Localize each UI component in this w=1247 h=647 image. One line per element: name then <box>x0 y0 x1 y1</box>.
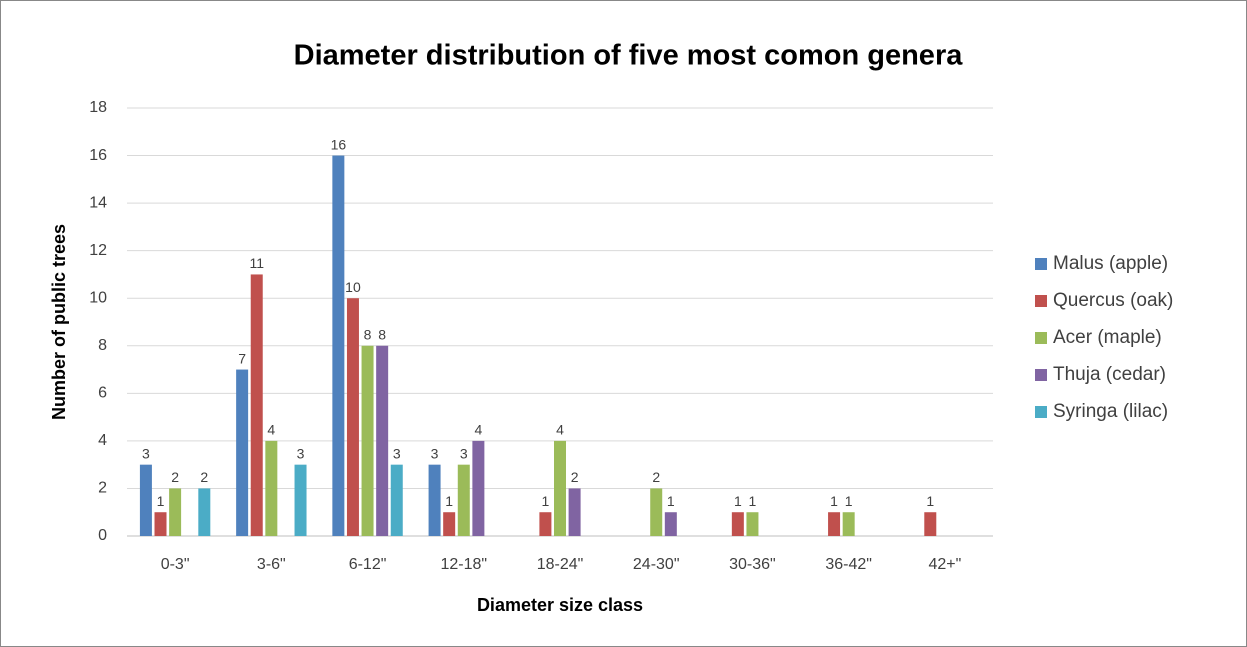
data-label: 1 <box>157 493 165 509</box>
bar <box>924 512 937 536</box>
data-label: 2 <box>171 469 179 485</box>
chart-title: Diameter distribution of five most comon… <box>294 40 964 72</box>
legend-label: Thuja (cedar) <box>1053 364 1166 385</box>
data-label: 1 <box>749 493 757 509</box>
bar <box>746 512 759 536</box>
data-label: 1 <box>667 493 675 509</box>
data-label: 4 <box>556 422 564 438</box>
bar <box>828 512 841 536</box>
bar <box>457 464 470 536</box>
y-tick-label: 2 <box>98 480 107 497</box>
legend-swatch <box>1035 332 1047 344</box>
y-tick-label: 14 <box>89 194 107 211</box>
bar <box>346 298 359 536</box>
bar <box>250 274 263 536</box>
data-label: 16 <box>331 136 347 152</box>
y-tick-label: 12 <box>89 242 107 259</box>
bar <box>332 155 345 537</box>
x-tick-label: 30-36" <box>729 556 776 573</box>
y-tick-label: 4 <box>98 432 107 449</box>
bar <box>539 512 552 536</box>
data-label: 4 <box>474 422 482 438</box>
bar <box>361 345 374 536</box>
bar <box>443 512 456 536</box>
data-label: 3 <box>460 445 468 461</box>
bar <box>154 512 167 536</box>
x-tick-label: 6-12" <box>349 556 387 573</box>
bar <box>568 488 581 536</box>
data-label: 1 <box>734 493 742 509</box>
x-tick-label: 36-42" <box>825 556 872 573</box>
x-tick-label: 42+" <box>928 556 961 573</box>
y-axis-label: Number of public trees <box>49 224 69 420</box>
x-tick-label: 0-3" <box>161 556 190 573</box>
bar <box>236 369 249 536</box>
bar <box>472 440 485 536</box>
data-label: 7 <box>238 350 246 366</box>
legend-swatch <box>1035 369 1047 381</box>
data-label: 8 <box>364 326 372 342</box>
y-tick-label: 0 <box>98 527 107 544</box>
legend-label: Quercus (oak) <box>1053 290 1173 311</box>
bar <box>664 512 677 536</box>
data-label: 2 <box>200 469 208 485</box>
data-label: 3 <box>393 445 401 461</box>
bar <box>294 464 307 536</box>
bar <box>265 440 278 536</box>
legend-swatch <box>1035 258 1047 270</box>
legend-label: Acer (maple) <box>1053 327 1162 348</box>
x-tick-label: 18-24" <box>537 556 584 573</box>
y-tick-label: 16 <box>89 147 107 164</box>
data-label: 2 <box>571 469 579 485</box>
bar <box>169 488 182 536</box>
data-label: 3 <box>297 445 305 461</box>
x-axis-label: Diameter size class <box>477 595 643 615</box>
bar <box>731 512 744 536</box>
data-label: 1 <box>445 493 453 509</box>
legend-label: Syringa (lilac) <box>1053 401 1168 422</box>
data-label: 2 <box>652 469 660 485</box>
x-tick-label: 12-18" <box>440 556 487 573</box>
bar <box>554 440 566 536</box>
data-label: 1 <box>542 493 550 509</box>
y-tick-label: 6 <box>98 385 107 402</box>
bar <box>390 464 403 536</box>
bar <box>376 345 389 536</box>
y-tick-label: 8 <box>98 337 107 354</box>
data-label: 8 <box>378 326 386 342</box>
bar <box>139 464 152 536</box>
data-label: 3 <box>142 445 150 461</box>
x-tick-label: 3-6" <box>257 556 286 573</box>
data-label: 11 <box>249 255 264 271</box>
data-label: 1 <box>830 493 838 509</box>
legend-label: Malus (apple) <box>1053 253 1168 274</box>
y-tick-label: 10 <box>89 289 107 306</box>
bar <box>650 488 663 536</box>
data-label: 1 <box>926 493 934 509</box>
data-label: 10 <box>345 279 361 295</box>
legend-swatch <box>1035 295 1047 307</box>
data-label: 4 <box>267 422 275 438</box>
bar <box>198 488 211 536</box>
bar <box>428 464 441 536</box>
legend-swatch <box>1035 406 1047 418</box>
data-label: 1 <box>845 493 853 509</box>
data-label: 3 <box>431 445 439 461</box>
y-tick-label: 18 <box>89 99 107 116</box>
bar <box>842 512 855 536</box>
x-tick-label: 24-30" <box>633 556 680 573</box>
